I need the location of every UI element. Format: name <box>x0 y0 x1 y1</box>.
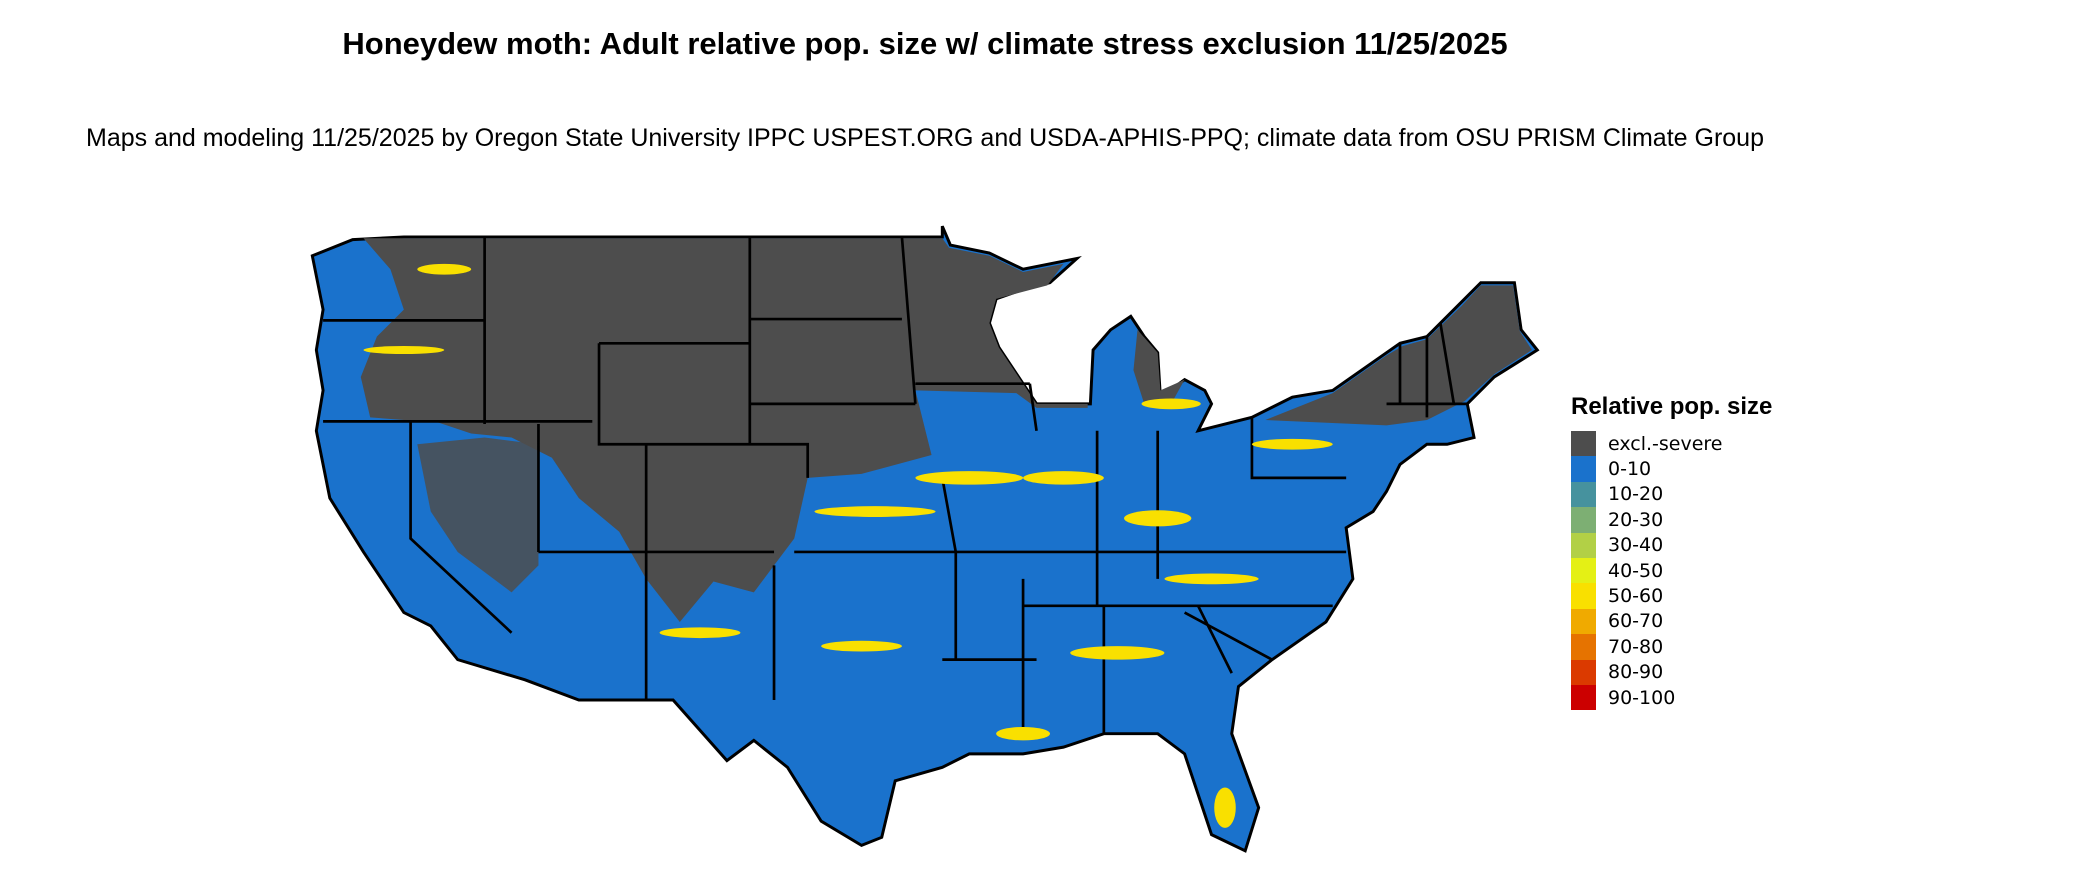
legend-item: 70-80 <box>1571 634 1772 660</box>
legend-title: Relative pop. size <box>1571 393 1773 420</box>
legend-swatch <box>1571 634 1596 660</box>
excluded-region-great-basin <box>417 437 539 593</box>
excluded-region-north-plains <box>360 238 1088 622</box>
legend-label: 80-90 <box>1608 661 1664 684</box>
state-borders <box>323 236 1468 734</box>
legend-label: 10-20 <box>1608 483 1664 506</box>
legend-item: excl.-severe <box>1571 431 1772 457</box>
legend-item: 50-60 <box>1571 583 1772 609</box>
legend-label: 30-40 <box>1608 534 1664 557</box>
legend-swatch <box>1571 659 1596 685</box>
map-subtitle: Maps and modeling 11/25/2025 by Oregon S… <box>86 124 1764 152</box>
legend-label: 20-30 <box>1608 508 1664 531</box>
legend-swatch <box>1571 481 1596 508</box>
legend-item: 0-10 <box>1571 456 1772 482</box>
legend-swatch <box>1571 557 1596 584</box>
legend-label: excl.-severe <box>1608 432 1723 455</box>
legend-item: 30-40 <box>1571 532 1772 558</box>
map-title: Honeydew moth: Adult relative pop. size … <box>342 26 1508 61</box>
legend-swatch <box>1571 532 1596 558</box>
legend-item: 40-50 <box>1571 557 1772 584</box>
legend-swatch <box>1571 456 1596 482</box>
legend-label: 40-50 <box>1608 559 1664 582</box>
legend-item: 20-30 <box>1571 507 1772 533</box>
legend-swatch <box>1571 431 1596 457</box>
legend-label: 70-80 <box>1608 635 1664 658</box>
legend-item: 80-90 <box>1571 659 1772 685</box>
legend: Relative pop. size excl.-severe 0-10 10-20… <box>1571 393 1773 711</box>
legend-label: 50-60 <box>1608 585 1664 608</box>
legend-label: 0-10 <box>1608 458 1652 481</box>
legend-swatch <box>1571 583 1596 609</box>
legend-item: 10-20 <box>1571 481 1772 508</box>
excluded-region-michigan <box>1133 329 1185 404</box>
legend-item: 90-100 <box>1571 684 1772 711</box>
legend-items: excl.-severe 0-10 10-20 20-30 30-40 40-50 50-6… <box>1571 431 1772 711</box>
legend-label: 90-100 <box>1608 686 1676 709</box>
suitability-patches <box>363 263 1333 828</box>
legend-label: 60-70 <box>1608 610 1664 633</box>
legend-swatch <box>1571 608 1596 635</box>
legend-swatch <box>1571 507 1596 533</box>
legend-item: 60-70 <box>1571 608 1772 635</box>
legend-swatch <box>1571 684 1596 711</box>
